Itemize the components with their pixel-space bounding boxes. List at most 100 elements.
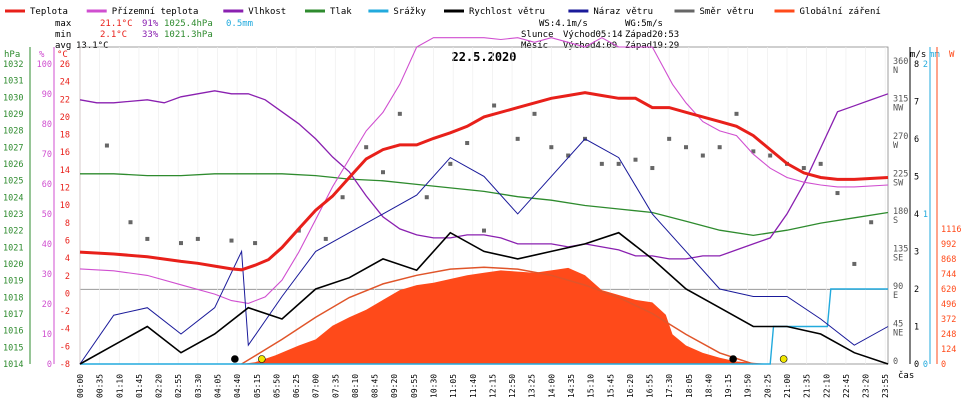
direction-point (667, 136, 672, 141)
rad-tick: 992 (941, 240, 956, 250)
dir-tick-compass: NE (893, 329, 903, 339)
series-ground-temp (79, 37, 889, 304)
direction-point (734, 111, 739, 116)
pct-tick: 90 (42, 90, 52, 100)
dir-tick-deg: 90 (893, 282, 903, 292)
wind-tick: 3 (914, 248, 919, 258)
wind-tick: 4 (914, 210, 919, 220)
x-tick: 18:05 (685, 374, 694, 398)
dir-tick-compass: SW (893, 179, 904, 189)
wind-tick: 0 (914, 360, 919, 370)
direction-point (869, 220, 874, 225)
rad-tick: 868 (941, 255, 956, 265)
x-tick: 00:35 (96, 374, 105, 398)
direction-point (835, 191, 840, 196)
temp-tick: 8 (65, 219, 70, 229)
axis-hpa-unit: hPa (4, 50, 20, 60)
x-tick: 13:25 (528, 374, 537, 398)
wind-tick: 1 (914, 323, 919, 333)
hpa-tick: 1022 (3, 227, 23, 237)
direction-point (229, 238, 234, 243)
pct-tick: 100 (37, 60, 52, 70)
wind-wg: WG:5m/s (625, 19, 663, 29)
dir-tick-deg: 270 (893, 132, 908, 142)
direction-point (364, 145, 369, 150)
temp-tick: 26 (60, 60, 70, 70)
direction-point (717, 145, 722, 150)
x-tick: 14:00 (547, 374, 556, 398)
axis-pct-unit: % (39, 50, 45, 60)
dir-tick-compass: E (893, 291, 898, 301)
pct-tick: 20 (42, 300, 52, 310)
direction-point (381, 170, 385, 175)
moon-set: Západ19:29 (625, 41, 679, 51)
direction-point (700, 153, 705, 158)
direction-point (424, 195, 429, 200)
rad-tick: 124 (941, 345, 956, 355)
direction-point (323, 236, 328, 241)
legend-label-5: Rychlost větru (469, 7, 545, 17)
x-tick: 08:10 (351, 374, 360, 398)
x-tick: 16:55 (646, 374, 655, 398)
axis-wind-unit: m/s (910, 50, 926, 60)
stat-max-press: 1025.4hPa (164, 19, 213, 29)
pct-tick: 30 (42, 270, 52, 280)
direction-point (515, 136, 520, 141)
moon-rise: Východ4:09 (563, 41, 617, 51)
dir-tick-compass: NW (893, 104, 904, 114)
temp-tick: 16 (60, 148, 70, 158)
temp-tick: 10 (60, 201, 70, 211)
stat-avg-label: avg (55, 41, 71, 51)
legend-label-3: Tlak (330, 7, 352, 17)
hpa-tick: 1014 (3, 360, 23, 370)
hpa-tick: 1018 (3, 293, 23, 303)
x-tick: 21:35 (803, 374, 812, 398)
stat-max-temp: 21.1°C (100, 19, 133, 29)
rad-tick: 248 (941, 330, 956, 340)
wind-tick: 2 (914, 285, 919, 295)
rain-tick: 1 (923, 210, 928, 220)
dir-tick-deg: 360 (893, 57, 908, 67)
x-tick: 16:20 (626, 374, 635, 398)
series-wind (79, 231, 889, 365)
x-tick: 07:00 (312, 374, 321, 398)
x-tick: 14:35 (567, 374, 576, 398)
rad-tick: 372 (941, 315, 956, 325)
stat-max-hum: 91% (142, 19, 159, 29)
x-tick: 05:15 (253, 374, 262, 398)
x-tick: 09:55 (410, 374, 419, 398)
direction-point (104, 143, 109, 148)
sun-label: Slunce (521, 30, 554, 40)
pct-tick: 60 (42, 180, 52, 190)
stat-max-rain: 0.5mm (226, 19, 253, 29)
hpa-tick: 1020 (3, 260, 23, 270)
wind-tick: 6 (914, 135, 919, 145)
direction-point (566, 153, 571, 158)
hpa-tick: 1031 (3, 77, 23, 87)
chart-title: 22.5.2020 (451, 50, 516, 64)
rain-tick: 0 (923, 360, 928, 370)
series-radiation (80, 267, 888, 364)
temp-tick: 0 (65, 289, 70, 299)
dir-tick-deg: 0 (893, 357, 898, 367)
direction-point (852, 261, 857, 266)
hpa-tick: 1017 (3, 310, 23, 320)
x-tick: 10:30 (430, 374, 439, 398)
x-tick: 20:25 (763, 374, 772, 398)
direction-point (616, 161, 621, 166)
sun-moon-marker (257, 355, 266, 363)
x-tick: 01:10 (115, 374, 124, 398)
stat-min-press: 1021.3hPa (164, 30, 213, 40)
x-tick: 11:40 (469, 374, 478, 398)
series-temperature (79, 91, 889, 272)
direction-point (768, 153, 773, 158)
dir-tick-compass: S (893, 216, 898, 226)
hpa-tick: 1024 (3, 193, 23, 203)
moon-label: Měsíc (521, 41, 548, 51)
hpa-tick: 1026 (3, 160, 23, 170)
series-humidity (79, 90, 889, 260)
x-tick: 05:50 (272, 374, 281, 398)
x-tick: 00:00 (76, 374, 85, 398)
x-tick: 18:40 (704, 374, 713, 398)
stat-max-label: max (55, 19, 72, 29)
